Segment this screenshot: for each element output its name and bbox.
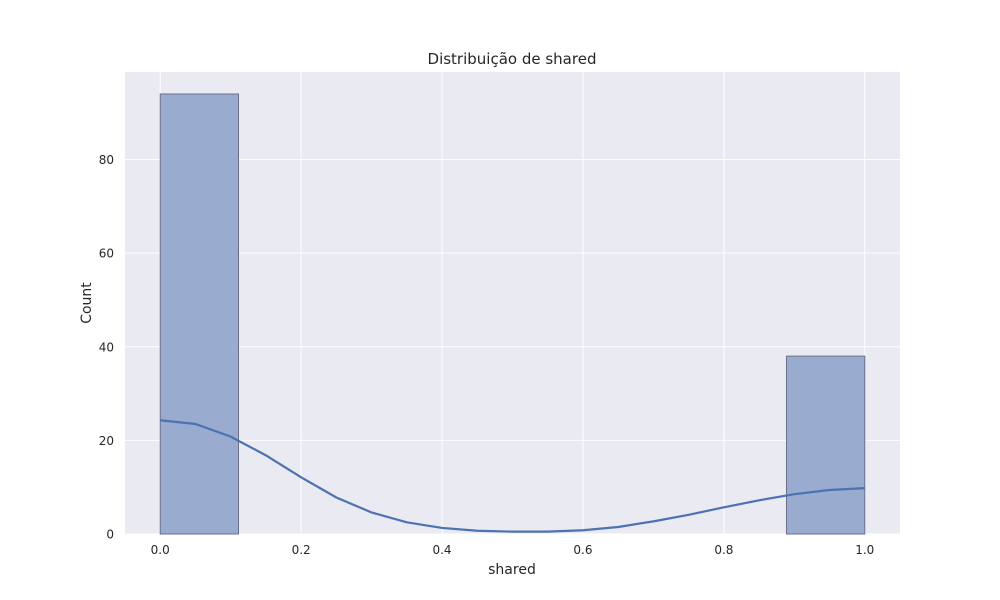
x-tick-label: 0.8	[714, 543, 733, 557]
y-tick-label: 40	[99, 340, 114, 354]
x-tick-label: 1.0	[855, 543, 874, 557]
y-tick-label: 60	[99, 247, 114, 261]
y-tick-label: 20	[99, 434, 114, 448]
x-axis-label: shared	[488, 562, 536, 578]
plot-area	[125, 72, 900, 534]
histogram-bar	[785, 355, 866, 535]
chart-title: Distribuição de shared	[428, 50, 597, 68]
y-axis-label: Count	[79, 282, 95, 324]
x-tick-label: 0.4	[432, 543, 451, 557]
histogram-bar	[159, 93, 240, 535]
y-tick-label: 0	[106, 528, 114, 542]
y-tick-label: 80	[99, 153, 114, 167]
y-axis-ticks: 0 20 40 60 80	[99, 153, 114, 541]
x-tick-label: 0.0	[151, 543, 170, 557]
kde-line	[160, 419, 865, 533]
bars	[159, 93, 866, 535]
x-axis-ticks: 0.0 0.2 0.4 0.6 0.8 1.0	[151, 543, 875, 557]
x-tick-label: 0.6	[573, 543, 592, 557]
grid-lines	[125, 72, 900, 535]
x-tick-label: 0.2	[292, 543, 311, 557]
